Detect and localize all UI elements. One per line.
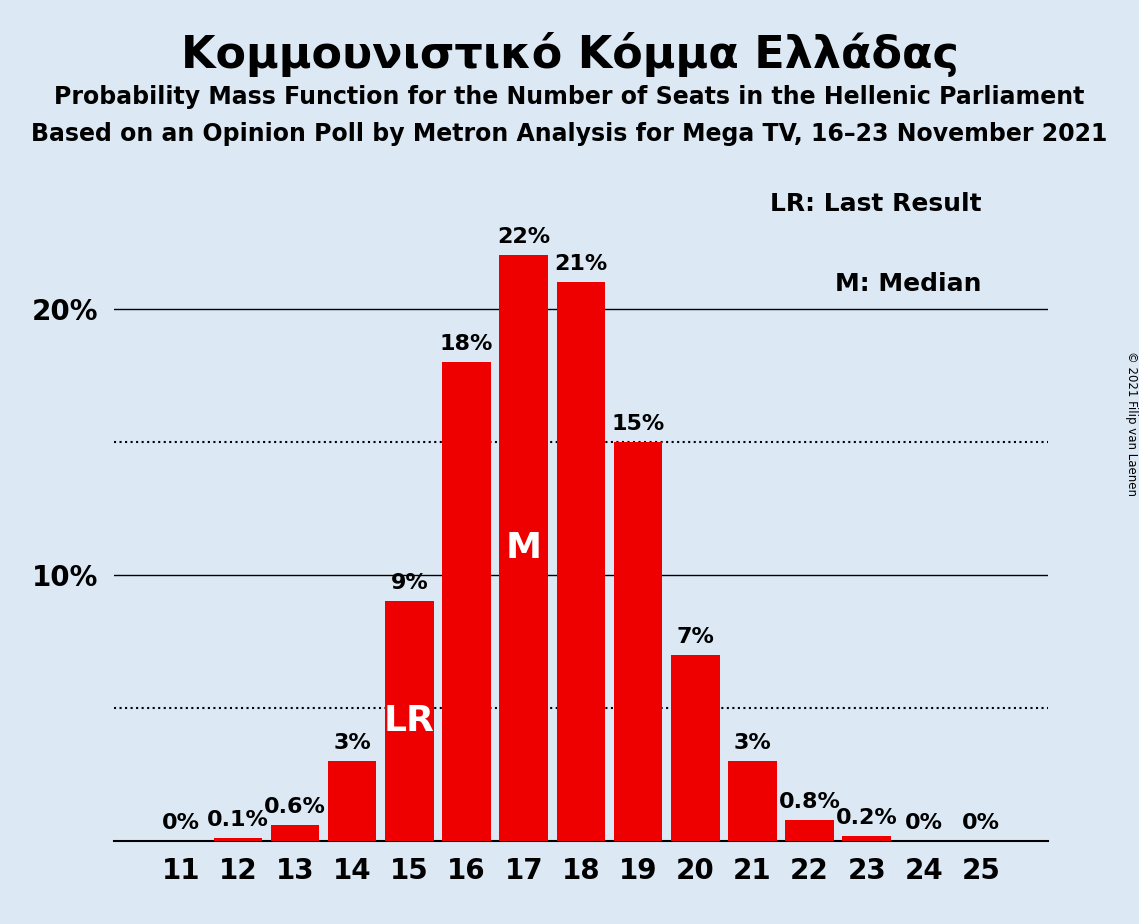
Text: 0.2%: 0.2% [836, 808, 898, 828]
Text: 0.1%: 0.1% [207, 810, 269, 830]
Text: 9%: 9% [391, 574, 428, 593]
Text: © 2021 Filip van Laenen: © 2021 Filip van Laenen [1124, 351, 1138, 496]
Text: 15%: 15% [612, 414, 665, 433]
Text: Probability Mass Function for the Number of Seats in the Hellenic Parliament: Probability Mass Function for the Number… [55, 85, 1084, 109]
Text: LR: Last Result: LR: Last Result [770, 192, 981, 216]
Text: M: Median: M: Median [835, 272, 981, 296]
Text: 21%: 21% [555, 254, 607, 274]
Text: LR: LR [384, 704, 435, 738]
Bar [671, 654, 720, 841]
Text: 22%: 22% [497, 227, 550, 248]
Bar [499, 255, 548, 841]
Text: 0.8%: 0.8% [779, 792, 841, 811]
Bar [442, 362, 491, 841]
Bar [728, 761, 777, 841]
Bar [385, 602, 434, 841]
Text: Based on an Opinion Poll by Metron Analysis for Mega TV, 16–23 November 2021: Based on an Opinion Poll by Metron Analy… [31, 122, 1108, 146]
Text: 0%: 0% [162, 813, 199, 833]
Text: 0%: 0% [906, 813, 943, 833]
Bar [213, 838, 262, 841]
Text: 3%: 3% [734, 733, 771, 753]
Text: Κομμουνιστικό Κόμμα Ελλάδας: Κομμουνιστικό Κόμμα Ελλάδας [181, 32, 958, 78]
Bar [557, 282, 605, 841]
Bar [328, 761, 377, 841]
Text: M: M [506, 531, 542, 565]
Text: 0%: 0% [962, 813, 1000, 833]
Bar [843, 835, 891, 841]
Text: 0.6%: 0.6% [264, 796, 326, 817]
Text: 3%: 3% [334, 733, 371, 753]
Bar [271, 825, 319, 841]
Text: 18%: 18% [440, 334, 493, 354]
Bar [785, 820, 834, 841]
Text: 7%: 7% [677, 626, 714, 647]
Bar [614, 442, 663, 841]
